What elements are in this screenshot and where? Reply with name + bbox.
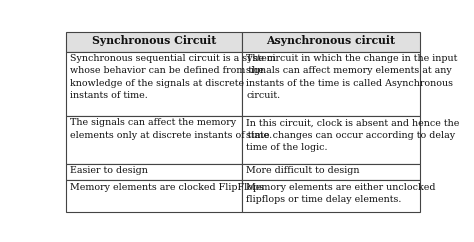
- Text: Easier to design: Easier to design: [70, 166, 148, 175]
- Text: Memory elements are clocked FlipFlops: Memory elements are clocked FlipFlops: [70, 183, 264, 192]
- Text: Asynchronous circuit: Asynchronous circuit: [266, 35, 395, 46]
- Text: Synchronous Circuit: Synchronous Circuit: [91, 35, 216, 46]
- Bar: [66, 32, 242, 52]
- Bar: [242, 116, 420, 164]
- Bar: [66, 116, 242, 164]
- Bar: [242, 180, 420, 212]
- Text: More difficult to design: More difficult to design: [246, 166, 360, 175]
- Text: The signals can affect the memory
elements only at discrete instants of time.: The signals can affect the memory elemen…: [70, 118, 273, 140]
- Bar: [242, 32, 420, 52]
- Text: In this circuit, clock is absent and hence the
state changes can occur according: In this circuit, clock is absent and hen…: [246, 118, 460, 152]
- Bar: [242, 52, 420, 116]
- Bar: [242, 164, 420, 180]
- Bar: [66, 180, 242, 212]
- Text: Memory elements are either unclocked
flipflops or time delay elements.: Memory elements are either unclocked fli…: [246, 183, 436, 204]
- Bar: [66, 164, 242, 180]
- Text: Synchronous sequential circuit is a system
whose behavior can be defined from th: Synchronous sequential circuit is a syst…: [70, 54, 276, 100]
- Bar: [66, 52, 242, 116]
- Text: The circuit in which the change in the input
signals can affect memory elements : The circuit in which the change in the i…: [246, 54, 457, 100]
